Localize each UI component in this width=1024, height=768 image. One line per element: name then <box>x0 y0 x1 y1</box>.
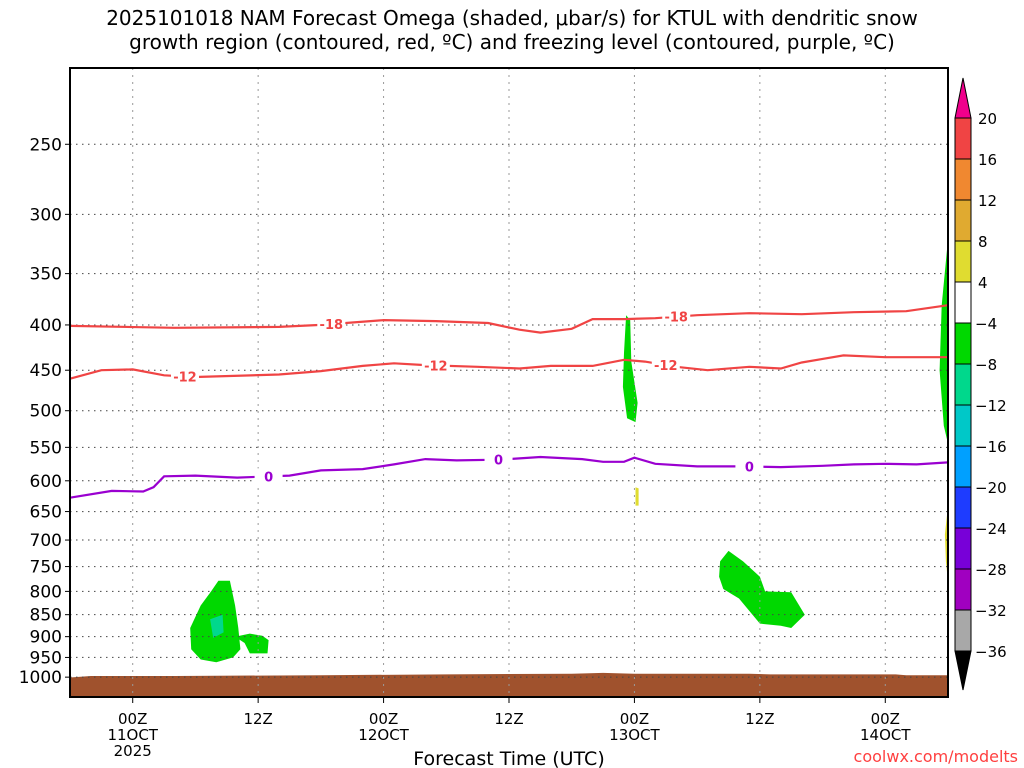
y-tick-label: 500 <box>30 402 62 422</box>
y-tick-label: 250 <box>30 135 62 155</box>
contour-label-bg <box>662 308 691 325</box>
colorbar-box <box>954 404 972 447</box>
x-tick-label: 12Z <box>745 710 774 728</box>
y-tick-label: 750 <box>30 558 62 578</box>
y-tick-label: 1000 <box>19 668 62 688</box>
colorbar-label: −32 <box>975 602 1007 620</box>
colorbar-label: −8 <box>975 356 997 374</box>
x-tick-label: 00Z <box>871 710 900 728</box>
colorbar-box <box>954 527 972 570</box>
colorbar-under-arrow <box>954 650 972 691</box>
y-tick-label: 400 <box>30 316 62 336</box>
y-tick-label: 450 <box>30 361 62 381</box>
contour-label: -12 <box>173 370 197 385</box>
contour-label: -18 <box>320 318 344 333</box>
omega-region <box>210 614 224 638</box>
contour-label-bg <box>317 316 346 333</box>
colorbar: 20 16 12 8 4 −4 −8 −12 −16 −20 −24 −28 −32 −36 <box>954 77 1007 691</box>
x-tick-date: 13OCT <box>609 726 660 744</box>
colorbar-label: 20 <box>978 110 997 128</box>
gridlines <box>70 68 948 697</box>
colorbar-box <box>954 322 972 365</box>
credit: coolwx.com/modelts <box>854 747 1018 766</box>
colorbar-box <box>954 158 972 201</box>
y-tick-label: 950 <box>30 648 62 668</box>
x-tick-label: 00Z <box>118 710 147 728</box>
y-tick-label: 650 <box>30 503 62 523</box>
colorbar-box <box>954 199 972 242</box>
colorbar-box <box>954 363 972 406</box>
contours: -18 -18 -12 -12 -12 0 0 0 <box>69 304 949 499</box>
colorbar-label: 8 <box>978 233 988 251</box>
chart-title: 2025101018 NAM Forecast Omega (shaded, μ… <box>0 6 1024 54</box>
plot-frame <box>69 67 949 698</box>
contour-label-bg <box>735 458 764 475</box>
colorbar-box <box>954 568 972 611</box>
contour-label-bg <box>421 357 450 374</box>
colorbar-label: 12 <box>978 192 997 210</box>
axes: 2503003504004505005506006507007508008509… <box>19 135 912 760</box>
colorbar-label: −24 <box>975 520 1007 538</box>
contour-label-bg <box>484 451 513 468</box>
colorbar-box <box>954 117 972 160</box>
contour-line <box>69 455 949 499</box>
contour-label: -18 <box>664 311 688 326</box>
y-tick-label: 900 <box>30 628 62 648</box>
colorbar-over-arrow <box>954 77 972 119</box>
colorbar-box <box>954 240 972 283</box>
shaded-omega <box>190 239 948 663</box>
x-tick-date: 11OCT <box>107 726 158 744</box>
contour-label-bg <box>254 468 283 485</box>
colorbar-label: −28 <box>975 561 1007 579</box>
contour-label: -12 <box>424 359 448 374</box>
colorbar-label: 16 <box>978 151 997 169</box>
omega-region <box>719 550 805 628</box>
y-tick-label: 600 <box>30 472 62 492</box>
colorbar-box <box>954 281 972 324</box>
x-tick-label: 00Z <box>369 710 398 728</box>
title-line-1: 2025101018 NAM Forecast Omega (shaded, μ… <box>106 6 918 30</box>
y-tick-label: 800 <box>30 582 62 602</box>
colorbar-box <box>954 609 972 652</box>
x-axis-label: Forecast Time (UTC) <box>413 748 604 768</box>
contour-line <box>69 304 949 334</box>
colorbar-box <box>954 486 972 529</box>
colorbar-label: −16 <box>975 438 1007 456</box>
x-tick-date: 12OCT <box>358 726 409 744</box>
y-tick-label: 850 <box>30 606 62 626</box>
omega-region <box>939 239 948 444</box>
omega-region <box>635 487 639 506</box>
x-tick-label: 12Z <box>494 710 523 728</box>
contour-label: 0 <box>264 470 273 485</box>
colorbar-box <box>954 445 972 488</box>
contour-label: -12 <box>654 359 678 374</box>
contour-label: 0 <box>494 454 503 469</box>
y-tick-label: 300 <box>30 205 62 225</box>
colorbar-label: 4 <box>978 274 988 292</box>
colorbar-label: −36 <box>975 643 1007 661</box>
omega-region <box>235 633 269 654</box>
colorbar-label: −20 <box>975 479 1007 497</box>
y-tick-label: 350 <box>30 265 62 285</box>
x-tick-year: 2025 <box>114 742 152 760</box>
y-tick-label: 550 <box>30 438 62 458</box>
title-line-2: growth region (contoured, red, ºC) and f… <box>129 30 895 54</box>
x-tick-label: 00Z <box>620 710 649 728</box>
contour-label: 0 <box>745 461 754 476</box>
contour-label-bg <box>651 357 680 374</box>
y-tick-label: 700 <box>30 531 62 551</box>
colorbar-label: −4 <box>975 315 997 333</box>
omega-region <box>622 315 638 423</box>
contour-label-bg <box>170 368 199 385</box>
x-tick-date: 14OCT <box>860 726 911 744</box>
colorbar-label: −12 <box>975 397 1007 415</box>
contour-line <box>69 354 948 380</box>
x-tick-label: 12Z <box>243 710 272 728</box>
